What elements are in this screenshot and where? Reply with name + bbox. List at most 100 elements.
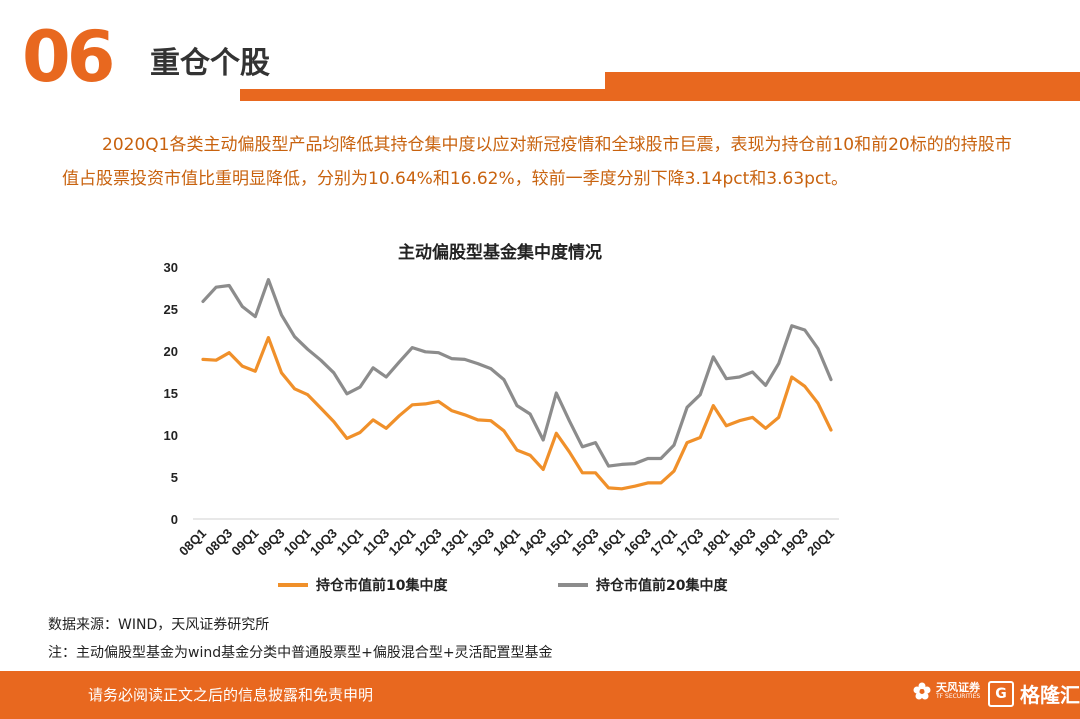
data-point-top20 xyxy=(371,366,375,369)
data-point-top10 xyxy=(241,364,244,368)
data-point-top20 xyxy=(777,362,780,365)
data-point-top20 xyxy=(620,463,623,466)
x-tick-label: 09Q1 xyxy=(228,526,261,559)
x-tick-label: 13Q3 xyxy=(464,526,497,559)
data-point-top10 xyxy=(698,436,702,439)
data-point-top10 xyxy=(751,416,754,419)
data-point-top20 xyxy=(672,443,676,447)
x-tick-label: 14Q1 xyxy=(490,526,523,559)
data-point-top10 xyxy=(581,471,584,474)
data-point-top10 xyxy=(358,431,362,434)
data-point-top20 xyxy=(384,375,388,379)
data-point-top10 xyxy=(568,450,571,453)
data-point-top10 xyxy=(777,416,780,419)
data-point-top20 xyxy=(437,351,440,354)
data-point-top10 xyxy=(659,481,663,485)
x-tick-label: 14Q3 xyxy=(516,526,549,559)
footer-bar: 请务必阅读正文之后的信息披露和免责申明 天风证券 TF SECURITIES G… xyxy=(0,671,1080,719)
data-point-top10 xyxy=(607,486,610,490)
data-point-top20 xyxy=(541,438,545,442)
tf-securities-logo: 天风证券 TF SECURITIES xyxy=(912,681,980,701)
data-point-top20 xyxy=(306,348,309,351)
data-point-top10 xyxy=(528,453,532,457)
data-point-top20 xyxy=(790,324,793,327)
data-point-top20 xyxy=(227,284,231,287)
data-point-top10 xyxy=(293,387,296,390)
data-point-top20 xyxy=(803,328,807,332)
data-point-top20 xyxy=(319,359,322,362)
chart-title: 主动偏股型基金集中度情况 xyxy=(398,243,602,263)
y-tick-label: 5 xyxy=(171,470,178,485)
data-point-top10 xyxy=(319,406,322,410)
data-point-top10 xyxy=(672,469,676,473)
data-point-top10 xyxy=(345,437,349,440)
x-tick-label: 09Q3 xyxy=(255,526,288,559)
y-tick-label: 0 xyxy=(171,512,178,527)
y-tick-label: 15 xyxy=(164,386,178,401)
data-point-top10 xyxy=(424,402,427,406)
legend-item-top10: 持仓市值前10集中度 xyxy=(278,575,447,595)
data-point-top10 xyxy=(280,371,283,375)
data-point-top20 xyxy=(267,278,270,281)
data-point-top20 xyxy=(581,445,584,448)
x-tick-label: 18Q1 xyxy=(699,526,732,559)
data-point-top20 xyxy=(568,419,571,422)
data-point-top20 xyxy=(764,384,767,387)
data-point-top10 xyxy=(803,385,807,388)
data-point-top20 xyxy=(646,457,650,460)
legend-label-top10: 持仓市值前10集中度 xyxy=(316,578,448,594)
x-tick-label: 16Q3 xyxy=(621,526,654,559)
x-tick-label: 08Q1 xyxy=(176,526,209,559)
data-point-top20 xyxy=(398,360,401,364)
data-point-top20 xyxy=(332,371,336,375)
source-note: 数据来源：WIND，天风证券研究所 xyxy=(48,617,270,633)
y-tick-label: 20 xyxy=(164,344,178,359)
data-point-top10 xyxy=(829,428,833,432)
footnote: 注：主动偏股型基金为wind基金分类中普通股票型+偏股混合型+灵活配置型基金 xyxy=(48,645,553,661)
data-point-top20 xyxy=(738,375,741,379)
x-tick-label: 10Q1 xyxy=(281,526,314,559)
data-point-top10 xyxy=(541,468,545,471)
data-point-top20 xyxy=(358,385,362,389)
y-tick-label: 30 xyxy=(164,260,178,275)
data-point-top10 xyxy=(712,404,715,407)
data-point-top20 xyxy=(712,355,715,359)
x-tick-label: 12Q3 xyxy=(412,526,445,559)
x-tick-label: 15Q1 xyxy=(542,526,575,559)
data-point-top20 xyxy=(555,391,558,395)
data-point-top10 xyxy=(201,358,205,361)
x-tick-label: 19Q3 xyxy=(778,526,811,559)
x-tick-label: 11Q1 xyxy=(334,526,367,559)
gelonghui-logo: G 格隆汇 xyxy=(988,679,1080,708)
data-point-top20 xyxy=(725,377,728,380)
x-tick-label: 20Q1 xyxy=(804,526,837,559)
legend-swatch-top20 xyxy=(558,583,588,587)
x-tick-label: 12Q1 xyxy=(385,526,418,559)
brand2-label: 格隆汇 xyxy=(1020,683,1080,707)
data-point-top20 xyxy=(829,378,833,381)
data-point-top10 xyxy=(463,413,466,417)
data-point-top10 xyxy=(267,336,270,339)
data-point-top20 xyxy=(424,350,427,354)
summary-paragraph: 2020Q1各类主动偏股型产品均降低其持仓集中度以应对新冠疫情和全球股市巨震，表… xyxy=(62,135,1012,189)
page-title: 重仓个股 xyxy=(150,46,270,81)
series-line-top10 xyxy=(201,336,833,491)
data-point-top20 xyxy=(476,362,479,365)
data-point-top20 xyxy=(607,464,610,468)
data-point-top10 xyxy=(398,414,401,417)
data-point-top10 xyxy=(685,441,689,444)
disclaimer-text: 请务必阅读正文之后的信息披露和免责申明 xyxy=(88,686,374,704)
flower-icon xyxy=(913,682,931,700)
g-logo-icon: G xyxy=(988,680,1014,707)
data-point-top10 xyxy=(306,393,309,396)
data-point-top20 xyxy=(411,346,414,349)
x-tick-label: 18Q3 xyxy=(726,526,759,559)
data-point-top10 xyxy=(332,420,336,423)
data-point-top20 xyxy=(254,315,257,318)
header-accent-bar-upper xyxy=(605,72,1080,92)
data-point-top10 xyxy=(633,485,636,488)
data-point-top20 xyxy=(685,406,689,409)
data-point-top20 xyxy=(528,412,532,416)
legend-swatch-top10 xyxy=(278,583,308,587)
series-line-top20 xyxy=(201,278,833,468)
